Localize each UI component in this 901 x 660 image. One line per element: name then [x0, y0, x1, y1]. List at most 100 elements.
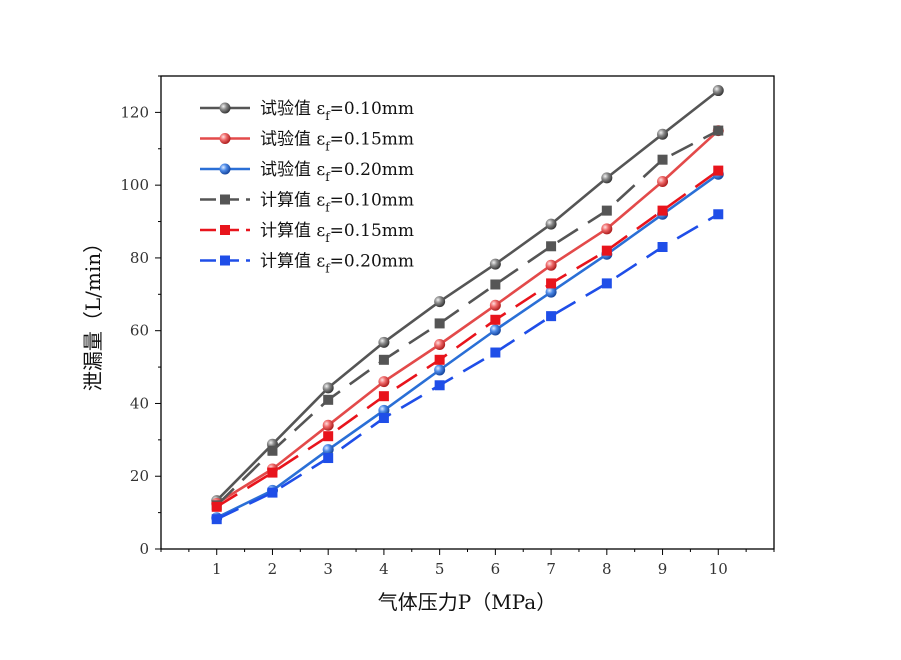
data-point: [434, 380, 445, 391]
x-axis-title: 气体压力P（MPa）: [378, 590, 556, 614]
data-point: [545, 286, 557, 298]
data-point: [490, 347, 501, 358]
series-2: [211, 125, 724, 510]
legend-entry-1: 试验值 εf=0.10mm: [200, 99, 414, 123]
series-6: [211, 209, 724, 525]
x-tick-label: 6: [491, 560, 501, 578]
data-point: [713, 125, 724, 136]
data-point: [434, 354, 445, 365]
x-tick-label: 5: [435, 560, 445, 578]
legend-marker: [219, 102, 231, 114]
x-tick-label: 4: [379, 560, 389, 578]
legend-label: 计算值 εf=0.10mm: [260, 191, 414, 215]
data-point: [712, 85, 724, 97]
legend-marker: [220, 255, 230, 266]
series-line: [216, 169, 720, 508]
plot-frame: [160, 75, 775, 550]
y-tick-label: 40: [130, 394, 149, 412]
legend-marker: [220, 194, 230, 205]
y-axis-title: 泄漏量（L/min）: [81, 233, 105, 391]
data-point: [713, 165, 724, 176]
data-point: [601, 223, 613, 235]
data-point: [378, 391, 389, 402]
legend-marker: [219, 133, 231, 144]
data-point: [657, 128, 669, 140]
data-point: [267, 487, 278, 498]
legend-label: 试验值 εf=0.20mm: [260, 160, 414, 184]
series-layer: [211, 85, 724, 525]
y-tick-label: 120: [120, 103, 149, 121]
x-tick-label: 3: [323, 560, 333, 578]
data-point: [546, 278, 557, 289]
data-point: [378, 336, 390, 348]
data-point: [434, 339, 446, 351]
data-point: [657, 242, 668, 253]
data-point: [545, 259, 557, 271]
data-point: [378, 413, 389, 424]
series-line: [216, 213, 719, 521]
data-point: [211, 501, 222, 512]
x-tick-label: 1: [212, 560, 222, 578]
data-point: [322, 419, 334, 431]
x-tick-label: 2: [268, 560, 278, 578]
legend-label: 试验值 εf=0.15mm: [260, 130, 414, 154]
data-point: [378, 354, 389, 365]
legend-label: 试验值 εf=0.10mm: [260, 99, 414, 123]
y-tick-label: 0: [139, 540, 149, 558]
data-point: [322, 382, 334, 394]
data-point: [657, 205, 668, 216]
data-point: [211, 514, 222, 525]
legend-label: 计算值 εf=0.20mm: [260, 252, 414, 276]
data-point: [489, 324, 501, 336]
series-line: [216, 173, 720, 519]
y-tick-label: 20: [130, 467, 149, 485]
data-point: [601, 278, 612, 289]
data-point: [489, 299, 501, 311]
data-point: [601, 245, 612, 256]
legend-marker: [220, 225, 230, 235]
data-point: [657, 154, 668, 165]
data-point: [323, 394, 334, 405]
series-line: [215, 89, 720, 502]
data-point: [434, 318, 445, 329]
series-line: [215, 129, 719, 507]
legend: 试验值 εf=0.10mm 试验值 εf=0.15mm 试验值 εf=0.20mm 计…: [200, 99, 414, 276]
legend-label: 计算值 εf=0.15mm: [260, 221, 414, 245]
x-tick-label: 10: [709, 560, 728, 578]
data-point: [490, 279, 501, 290]
data-point: [546, 311, 557, 322]
y-tick-label: 100: [120, 176, 149, 194]
series-5: [211, 165, 724, 512]
data-point: [601, 172, 613, 184]
data-point: [546, 241, 557, 252]
legend-entry-3: 试验值 εf=0.20mm: [200, 160, 414, 184]
data-point: [657, 176, 669, 188]
y-tick-label: 60: [130, 322, 149, 340]
data-point: [713, 209, 724, 220]
data-point: [267, 467, 278, 478]
legend-entry-2: 试验值 εf=0.15mm: [200, 130, 414, 154]
legend-entry-5: 计算值 εf=0.15mm: [200, 221, 414, 245]
data-point: [490, 314, 501, 325]
series-4: [211, 125, 724, 511]
data-point: [323, 453, 334, 464]
data-point: [545, 218, 557, 230]
x-tick-label: 7: [546, 560, 556, 578]
x-tick-label: 8: [602, 560, 612, 578]
data-point: [267, 445, 278, 456]
data-point: [434, 364, 446, 376]
data-point: [378, 376, 390, 388]
data-point: [489, 258, 501, 270]
data-point: [601, 205, 612, 216]
data-point: [322, 444, 334, 456]
x-tick-label: 9: [658, 560, 668, 578]
legend-entry-4: 计算值 εf=0.10mm: [200, 191, 414, 215]
data-point: [323, 431, 334, 442]
legend-entry-6: 计算值 εf=0.20mm: [200, 252, 414, 276]
data-point: [434, 296, 446, 308]
plot-area: [160, 75, 775, 550]
y-tick-label: 80: [130, 249, 149, 267]
series-1: [211, 85, 724, 507]
